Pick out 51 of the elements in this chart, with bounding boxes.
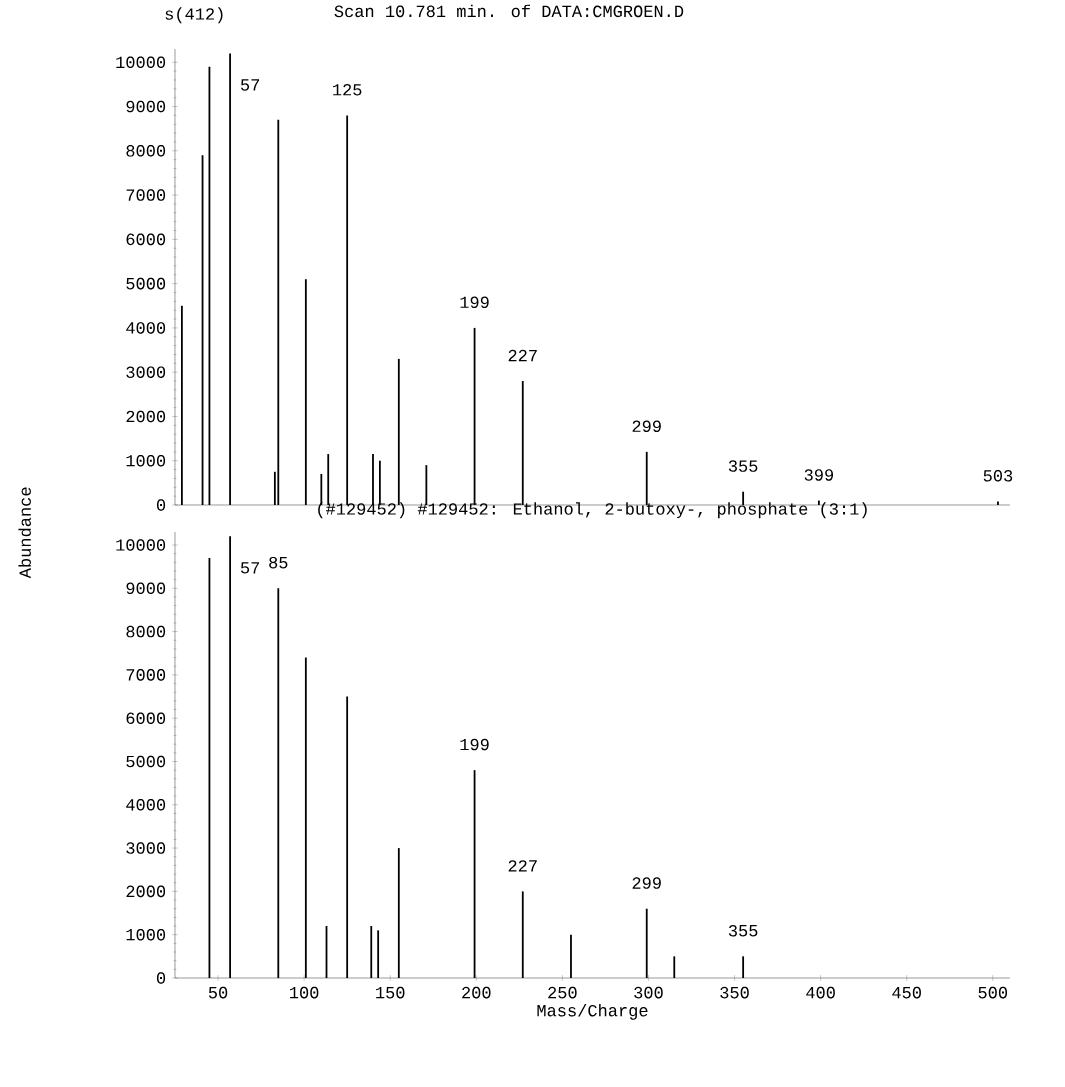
y-tick-label: 0	[156, 499, 166, 511]
x-axis-title: Mass/Charge	[537, 1003, 648, 1020]
y-tick-label: 4000	[126, 799, 166, 811]
x-tick-label: 500	[978, 986, 1008, 999]
y-tick-label: 5000	[126, 277, 166, 290]
annotation: 57	[241, 79, 260, 91]
x-tick-label: 350	[720, 986, 749, 999]
y-tick-label: 6000	[126, 712, 166, 724]
annotation: 399	[804, 469, 834, 481]
y-tick-label: 10000	[116, 539, 166, 551]
y-tick-label: 1000	[126, 454, 166, 467]
y-tick-label: 3000	[126, 366, 166, 378]
annotation: 125	[333, 84, 362, 96]
y-tick-label: 4000	[126, 322, 166, 334]
chart-title: Scan 10.781 min. of DATA:CMGROEN.D	[334, 4, 684, 18]
y-tick-label: 8000	[126, 625, 166, 638]
x-tick-label: 450	[892, 986, 921, 999]
x-tick-label: 400	[806, 986, 835, 999]
x-tick-label: 150	[376, 986, 405, 999]
annotation: 503	[983, 470, 1013, 482]
annotation: 85	[269, 556, 288, 569]
annotation: 355	[728, 924, 758, 937]
y-tick-label: 10000	[116, 56, 166, 69]
y-tick-label: 7000	[126, 189, 166, 201]
annotation: 227	[508, 349, 537, 362]
y-tick-label: 2000	[126, 410, 166, 423]
annotation: 299	[632, 877, 661, 889]
y-tick-label: 8000	[126, 145, 166, 157]
y-tick-label: 9000	[126, 582, 166, 595]
y-tick-label: 0	[156, 972, 166, 984]
x-tick-label: 250	[548, 986, 577, 999]
annotation: 355	[728, 460, 758, 472]
x-tick-label: 200	[462, 986, 491, 999]
annotation: 199	[460, 296, 489, 309]
x-tick-label: 100	[290, 986, 319, 999]
x-tick-label: 50	[208, 986, 228, 999]
y-tick-label: 7000	[126, 669, 166, 681]
text: s(412)	[165, 7, 223, 24]
y-tick-label: 6000	[126, 233, 166, 246]
annotation: 57	[241, 562, 260, 574]
x-tick-label: 300	[634, 986, 663, 999]
annotation: 199	[460, 738, 489, 751]
y-tick-label: 2000	[126, 885, 166, 898]
annotation: 299	[632, 420, 661, 433]
y-tick-label: 1000	[126, 928, 166, 941]
y-tick-label: 5000	[126, 755, 166, 768]
chart-title: (#129452) #129452: Ethanol, 2-butoxy-, phosphate (3:1)	[318, 502, 867, 519]
y-tick-label: 9000	[126, 100, 166, 113]
y-tick-label: 3000	[126, 842, 166, 854]
y-axis-title: Abundance	[18, 487, 31, 579]
annotation: 227	[508, 860, 537, 872]
